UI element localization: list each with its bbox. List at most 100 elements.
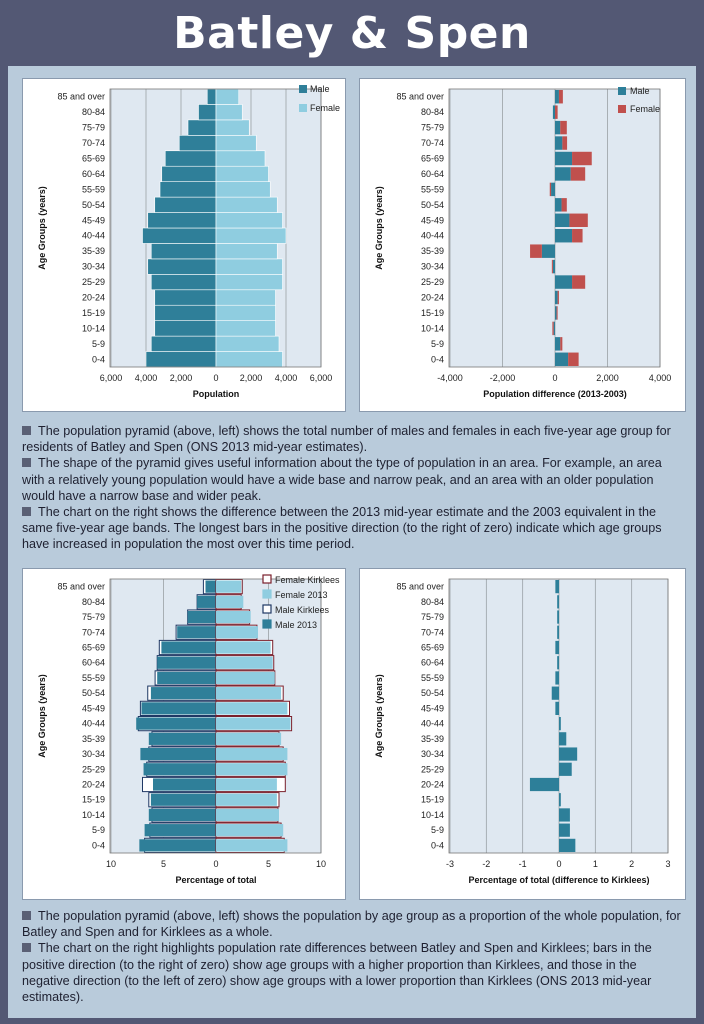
bar-male-2013 [161, 641, 216, 654]
x-axis-label: Population difference (2013-2003) [483, 389, 627, 399]
y-tick-label: 15-19 [421, 795, 444, 805]
y-tick-label: 60-64 [421, 169, 444, 179]
y-axis-label: Age Groups (years) [37, 674, 47, 758]
plot-border [448, 88, 661, 368]
y-tick-label: 55-59 [421, 673, 444, 683]
bar-male [159, 181, 217, 198]
bar-male-2013 [157, 671, 216, 685]
bar-male-2013 [150, 793, 216, 806]
bar-difference [555, 701, 559, 715]
bar-female-2013 [216, 778, 277, 791]
x-tick-label: 2,000 [240, 373, 263, 383]
y-tick-label: 80-84 [82, 107, 105, 117]
bar-difference [529, 777, 559, 792]
bar-female [572, 275, 586, 289]
y-tick-label: 40-44 [82, 231, 105, 241]
bar-male-2013 [187, 610, 216, 624]
bar-male [555, 213, 570, 227]
bar-female [562, 136, 568, 150]
bar-male [555, 275, 573, 289]
bar-male [555, 306, 557, 320]
y-tick-label: 40-44 [82, 719, 105, 729]
bar-female-2013 [216, 732, 282, 745]
bullet-icon [22, 943, 31, 953]
bar-female [215, 135, 257, 152]
legend-swatch-male-2013 [262, 619, 272, 629]
bar-female [215, 351, 283, 368]
x-axis-label: Percentage of total (difference to Kirkl… [468, 875, 649, 885]
chart-population-difference: -4,000 -2,000 0 2,000 4,000 0-4 5-9 10-14 15-19 2… [359, 78, 686, 412]
y-tick-label: 50-54 [421, 688, 444, 698]
bar-male [147, 212, 217, 229]
bar-female-2013 [216, 610, 251, 624]
bar-difference [559, 747, 578, 761]
bar-male [187, 119, 217, 136]
bar-male [150, 243, 217, 260]
bar-male [555, 136, 563, 150]
y-tick-label: 30-34 [421, 262, 444, 272]
plot-border [109, 88, 322, 368]
bar-male [551, 182, 555, 197]
bar-difference [559, 838, 576, 852]
bar-male [142, 227, 217, 244]
bar-male [555, 167, 571, 181]
legend-swatch-female [618, 105, 626, 113]
bar-male [150, 335, 217, 352]
y-tick-label: 35-39 [82, 246, 105, 256]
x-tick-label: 6,000 [100, 373, 123, 383]
x-tick-label: -4,000 [437, 373, 463, 383]
bullet-icon [22, 507, 31, 517]
y-axis-label: Age Groups (years) [37, 186, 47, 270]
y-tick-label: 10-14 [421, 323, 444, 333]
bar-female-2013 [216, 595, 244, 608]
plot-border [448, 578, 669, 854]
x-tick-label: 2,000 [170, 373, 193, 383]
bar-female-2013 [216, 763, 288, 776]
y-tick-label: 50-54 [421, 200, 444, 210]
x-tick-label: 0 [556, 859, 561, 869]
y-tick-label: 85 and over [57, 582, 105, 592]
y-tick-label: 0-4 [92, 840, 105, 850]
chart-population-pyramid: 6,000 4,000 2,000 0 2,000 4,000 6,000 0-4 5-9 10-… [22, 78, 346, 412]
y-tick-label: 75-79 [421, 123, 444, 133]
y-tick-label: 30-34 [421, 749, 444, 759]
bar-male [154, 304, 217, 321]
y-tick-label: 80-84 [421, 597, 444, 607]
y-tick-label: 55-59 [82, 673, 105, 683]
legend-label: Female Kirklees [275, 575, 340, 585]
bar-male-2013 [140, 747, 216, 761]
bar-male-2013 [148, 732, 216, 745]
bar-male [147, 258, 217, 275]
y-tick-label: 70-74 [421, 627, 444, 637]
bullet-icon [22, 458, 31, 468]
y-tick-label: 65-69 [421, 154, 444, 164]
bar-male [206, 88, 217, 105]
bar-male [161, 165, 217, 182]
bar-female-2013 [216, 671, 275, 685]
y-tick-label: 60-64 [421, 658, 444, 668]
x-tick-label: -1 [519, 859, 527, 869]
bar-male [552, 259, 555, 274]
y-tick-label: 45-49 [421, 703, 444, 713]
x-tick-label: 5 [266, 859, 271, 869]
y-tick-label: 45-49 [82, 703, 105, 713]
x-tick-label: 5 [161, 859, 166, 869]
y-tick-label: 75-79 [82, 123, 105, 133]
bar-female-2013 [216, 808, 279, 822]
bar-male [555, 352, 569, 366]
bar-difference [559, 762, 572, 776]
legend-swatch-male [618, 87, 626, 95]
legend-swatch-male [299, 85, 307, 93]
bar-female-2013 [216, 824, 284, 837]
y-tick-label: 55-59 [421, 184, 444, 194]
chart-percentage-difference-svg: -3 -2 -1 0 1 2 3 0-4 5-9 10-14 15-19 20-24 25-29 30-3… [374, 578, 671, 885]
y-tick-label: 35-39 [421, 246, 444, 256]
x-tick-label: 0 [213, 859, 218, 869]
y-tick-label: 65-69 [82, 643, 105, 653]
bullet-icon [22, 426, 31, 435]
y-tick-label: 0-4 [92, 354, 105, 364]
legend-label: Male [630, 86, 650, 96]
y-tick-label: 30-34 [82, 262, 105, 272]
bar-male [555, 290, 558, 305]
y-tick-label: 15-19 [82, 795, 105, 805]
